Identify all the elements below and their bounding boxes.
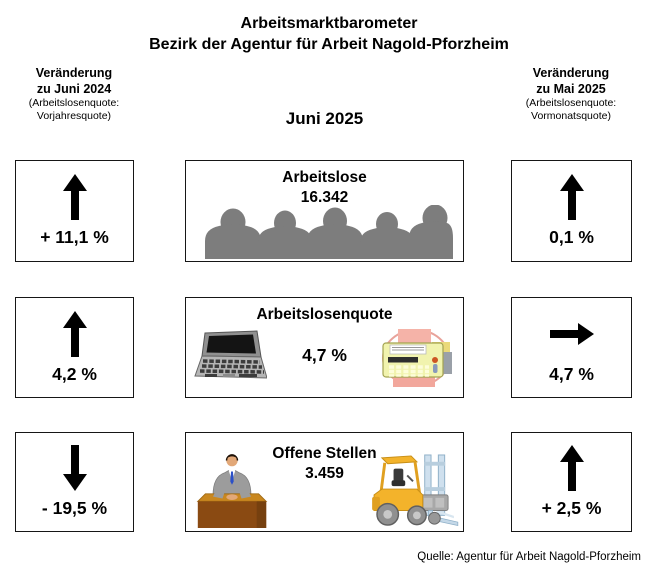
metric-label: Arbeitslosenquote xyxy=(256,306,393,323)
metric-title: Arbeitslosenquote xyxy=(186,305,463,325)
offene-stellen-mom-box: + 2,5 % xyxy=(511,432,632,532)
title-line1: Arbeitsmarktbarometer xyxy=(240,15,418,32)
forklift-icon xyxy=(372,454,459,527)
offene-stellen-box: Offene Stellen 3.459 xyxy=(185,432,464,532)
down-arrow-icon xyxy=(62,445,87,491)
up-arrow-icon xyxy=(62,310,87,357)
metric-title: Offene Stellen 3.459 xyxy=(186,444,463,484)
yoy-change-value: + 11,1 % xyxy=(40,227,109,247)
mom-header-line2: zu Mai 2025 xyxy=(536,81,606,96)
offene-stellen-yoy-box: - 19,5 % xyxy=(15,432,134,532)
page-title: Arbeitsmarktbarometer Bezirk der Agentur… xyxy=(0,13,658,55)
metric-value: 4,7 % xyxy=(302,345,347,365)
yoy-header-line2: zu Juni 2024 xyxy=(36,81,112,96)
trend-arrow-icon xyxy=(559,174,585,220)
right-arrow-icon xyxy=(549,322,594,345)
mom-column-header: Veränderung zu Mai 2025 (Arbeitslosenquo… xyxy=(499,66,643,123)
arbeitslosenquote-yoy-box: 4,2 % xyxy=(15,297,134,398)
arbeitslosenquote-box: Arbeitslosenquote 4,7 % xyxy=(185,297,464,398)
people-silhouettes-icon xyxy=(204,205,453,259)
period-label: Juni 2025 xyxy=(285,109,364,128)
source-note: Quelle: Agentur für Arbeit Nagold-Pforzh… xyxy=(417,551,641,563)
mom-change-value: 0,1 % xyxy=(549,227,594,247)
laptop-icon xyxy=(194,330,267,379)
trend-arrow-icon xyxy=(559,445,585,491)
yoy-change-value: - 19,5 % xyxy=(41,498,108,518)
trend-arrow-icon xyxy=(549,311,594,357)
up-arrow-icon xyxy=(559,174,584,220)
mom-header-line3: (Arbeitslosenquote: xyxy=(525,97,617,109)
yoy-header-line1: Veränderung xyxy=(35,66,113,80)
metric-label: Offene Stellen xyxy=(272,445,377,462)
yoy-header-line3: (Arbeitslosenquote: xyxy=(28,97,120,109)
yoy-header-line4: Vorjahresquote) xyxy=(36,110,112,122)
up-arrow-icon xyxy=(559,445,584,491)
trend-arrow-icon xyxy=(62,310,88,357)
trend-arrow-icon xyxy=(62,445,88,491)
mom-header-line4: Vormonatsquote) xyxy=(531,110,611,122)
arbeitslose-box: Arbeitslose 16.342 xyxy=(185,160,464,262)
fax-machine-icon xyxy=(382,329,452,387)
mom-change-value: 4,7 % xyxy=(549,363,594,384)
yoy-column-header: Veränderung zu Juni 2024 (Arbeitslosenqu… xyxy=(2,66,146,123)
trend-arrow-icon xyxy=(62,174,88,220)
mom-change-value: + 2,5 % xyxy=(541,498,602,518)
arbeitslosenquote-mom-box: 4,7 % xyxy=(511,297,632,398)
person-at-desk-icon xyxy=(196,454,268,528)
up-arrow-icon xyxy=(62,174,87,220)
arbeitslose-mom-box: 0,1 % xyxy=(511,160,632,262)
yoy-change-value: 4,2 % xyxy=(52,363,97,384)
mom-header-line1: Veränderung xyxy=(532,66,610,80)
metric-value: 3.459 xyxy=(305,465,344,482)
arbeitslose-yoy-box: + 11,1 % xyxy=(15,160,134,262)
title-line2: Bezirk der Agentur für Arbeit Nagold-Pfo… xyxy=(149,36,509,53)
metric-label: Arbeitslose xyxy=(282,169,367,186)
metric-title: Arbeitslose 16.342 xyxy=(186,168,463,208)
metric-value: 16.342 xyxy=(300,189,349,206)
